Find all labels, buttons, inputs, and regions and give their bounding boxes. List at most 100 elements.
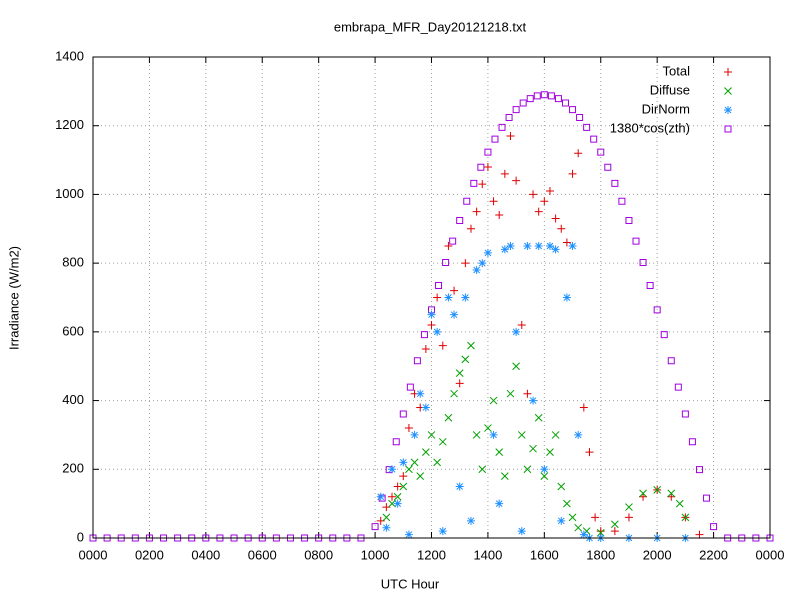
- data-point: [444, 293, 453, 302]
- data-point: [646, 281, 654, 289]
- data-point: [461, 355, 470, 364]
- data-point: [244, 534, 252, 542]
- data-point: [568, 169, 577, 178]
- data-point: [557, 224, 566, 233]
- data-point: [534, 241, 543, 250]
- data-point: [444, 413, 453, 422]
- data-point: [421, 345, 430, 354]
- data-point: [472, 207, 481, 216]
- data-point: [546, 448, 554, 456]
- data-point: [343, 534, 351, 542]
- data-point: [569, 106, 577, 114]
- data-point: [498, 123, 506, 131]
- x-tick-label: 1800: [586, 547, 615, 562]
- data-point: [216, 534, 224, 542]
- data-point: [404, 530, 413, 539]
- data-point: [131, 534, 139, 542]
- data-point: [517, 527, 526, 536]
- data-point: [519, 99, 527, 107]
- data-point: [467, 341, 475, 350]
- legend-symbol: [724, 68, 732, 76]
- data-point: [478, 259, 487, 268]
- data-point: [450, 389, 458, 398]
- data-point: [258, 534, 266, 542]
- data-point: [523, 465, 532, 474]
- data-point: [574, 523, 583, 532]
- data-point: [529, 190, 538, 199]
- data-point: [382, 523, 391, 532]
- data-point: [562, 293, 571, 302]
- y-tick-label: 0: [77, 529, 84, 544]
- data-point: [512, 327, 521, 336]
- data-point: [438, 341, 447, 350]
- data-point: [399, 482, 408, 491]
- data-point: [517, 431, 526, 439]
- data-point: [478, 180, 487, 189]
- data-point: [427, 431, 436, 439]
- data-point: [625, 503, 633, 511]
- data-point: [301, 534, 309, 542]
- data-point: [554, 95, 562, 103]
- data-point: [117, 534, 125, 542]
- data-point: [551, 431, 560, 439]
- data-point: [625, 217, 633, 225]
- data-point: [688, 438, 696, 446]
- data-point: [466, 224, 475, 233]
- data-point: [632, 237, 640, 245]
- data-point: [376, 492, 385, 501]
- x-tick-label: 1000: [361, 547, 390, 562]
- x-axis-label: UTC Hour: [381, 576, 440, 591]
- data-point: [512, 106, 520, 114]
- data-point: [489, 197, 498, 206]
- data-point: [357, 534, 365, 542]
- data-point: [399, 472, 408, 481]
- data-point: [681, 513, 690, 522]
- data-point: [579, 403, 588, 412]
- data-point: [410, 430, 419, 439]
- data-point: [639, 492, 648, 501]
- data-point: [574, 149, 583, 158]
- data-point: [639, 258, 647, 266]
- data-point: [579, 530, 588, 539]
- data-point: [433, 458, 441, 467]
- data-point: [574, 430, 583, 439]
- data-point: [545, 241, 554, 250]
- data-point: [610, 527, 619, 536]
- data-point: [315, 534, 323, 542]
- data-point: [534, 207, 543, 216]
- data-point: [484, 148, 492, 156]
- data-point: [413, 357, 421, 365]
- x-tick-label: 2000: [643, 547, 672, 562]
- data-point: [547, 92, 555, 100]
- data-point: [484, 424, 492, 432]
- data-point: [653, 486, 662, 494]
- data-point: [660, 331, 668, 339]
- data-point: [470, 179, 478, 187]
- data-point: [427, 320, 436, 329]
- data-point: [618, 197, 626, 205]
- data-point: [392, 438, 400, 446]
- data-point: [442, 258, 450, 266]
- data-point: [466, 516, 475, 525]
- legend-label: 1380*cos(zth): [610, 120, 690, 135]
- data-point: [472, 431, 481, 439]
- data-point: [533, 92, 541, 100]
- data-point: [188, 534, 196, 542]
- data-point: [596, 527, 605, 536]
- data-point: [561, 99, 569, 107]
- legend-symbol: [724, 106, 732, 114]
- data-point: [416, 472, 425, 481]
- data-point: [427, 310, 436, 319]
- data-point: [489, 396, 498, 405]
- data-point: [421, 403, 430, 412]
- data-point: [428, 306, 435, 314]
- data-point: [695, 466, 703, 474]
- data-point: [103, 534, 111, 542]
- data-point: [230, 534, 238, 542]
- data-point: [495, 499, 504, 508]
- data-point: [681, 410, 689, 418]
- y-tick-label: 800: [62, 255, 84, 270]
- data-point: [202, 534, 210, 542]
- plot-border: [92, 56, 771, 539]
